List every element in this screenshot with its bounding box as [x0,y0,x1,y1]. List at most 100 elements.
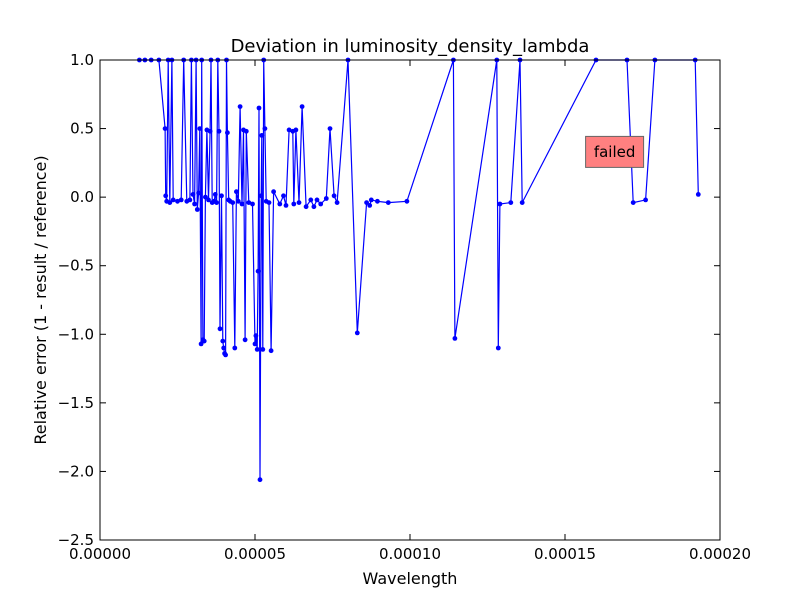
data-point [194,207,200,212]
y-tick-label: 1.0 [70,51,94,69]
data-point [368,197,374,203]
data-point [258,193,264,199]
data-point [252,341,258,347]
data-point [217,326,223,332]
data-point [314,197,320,203]
data-point [299,104,305,109]
data-point [187,197,193,203]
data-point [232,345,238,351]
data-point [203,194,208,200]
data-point [234,189,239,195]
data-point [452,336,458,341]
y-tick-label: −1.5 [58,394,94,412]
data-point [271,189,276,195]
data-point [255,268,261,274]
x-tick-label: 0.00000 [69,545,131,563]
data-point [497,201,503,207]
y-tick-label: −1.0 [58,325,94,343]
data-point [643,197,648,203]
data-point [163,193,169,199]
data-point [262,126,268,131]
data-point [254,347,260,352]
axis-ticks: 0.00000 0.00005 0.00010 0.00015 0.00020 −2.5 −… [58,51,751,563]
data-point [334,200,340,206]
data-point [225,130,230,136]
y-tick-label: −2.5 [58,531,94,549]
data-point [230,200,236,206]
data-point [291,201,297,207]
data-point [286,127,292,133]
failed-badge-box [585,135,645,168]
data-point [630,200,636,206]
data-point [508,200,514,206]
x-axis-label: Wavelength [363,569,458,588]
data-point [246,200,252,206]
data-point [268,348,274,354]
data-point [323,196,329,201]
data-point [253,333,259,339]
data-point [175,198,180,204]
data-point [190,192,196,197]
y-tick-label: −2.0 [58,462,94,480]
data-point [364,200,369,206]
data-point [235,198,241,204]
data-point [277,201,283,207]
data-point [206,197,211,203]
data-point [259,133,265,138]
data-point [216,128,222,134]
data-point [219,193,224,199]
data-point [198,341,204,347]
x-tick-label: 0.00005 [224,545,286,563]
data-point [196,190,202,196]
x-tick-label: 0.00020 [689,545,751,563]
data-point [519,200,525,206]
y-tick-label: −0.5 [58,257,94,275]
data-point [283,203,289,208]
y-axis-label: Relative error (1 - result / reference) [31,155,50,444]
data-point [212,192,218,197]
data-point [237,104,243,109]
data-point [167,200,173,206]
x-tick-label: 0.00015 [534,545,596,563]
data-point [214,200,220,206]
data-point [327,126,333,131]
data-point [296,200,302,206]
data-point [220,338,226,344]
data-point [367,203,373,208]
data-point [303,204,309,210]
data-point [197,126,203,131]
failed-badge: failed [585,135,645,168]
data-point [293,127,299,133]
data-point [331,193,337,199]
data-point [201,338,207,344]
data-point [308,197,314,203]
data-point [695,192,701,197]
data-point [281,193,286,199]
data-point [170,197,176,203]
data-point [354,330,360,336]
data-point [318,201,324,207]
data-point [178,197,184,203]
data-point [239,201,245,207]
data-point [243,128,249,134]
y-tick-label: 0.5 [70,120,94,138]
plot-frame [99,59,721,541]
data-point [162,126,168,131]
data-point [223,352,229,358]
data-point [221,345,227,351]
data-point [404,198,410,204]
data-point [242,337,248,343]
data-point [385,200,391,206]
x-tick-label: 0.00010 [379,545,441,563]
data-point [257,477,263,483]
y-tick-label: 0.0 [70,188,94,206]
data-point [311,204,317,210]
failed-badge-label: failed [594,143,636,161]
data-point [192,201,198,207]
data-point [495,345,501,351]
chart-title: Deviation in luminosity_density_lambda [231,36,590,57]
data-point [260,347,266,352]
data-point [250,201,255,207]
